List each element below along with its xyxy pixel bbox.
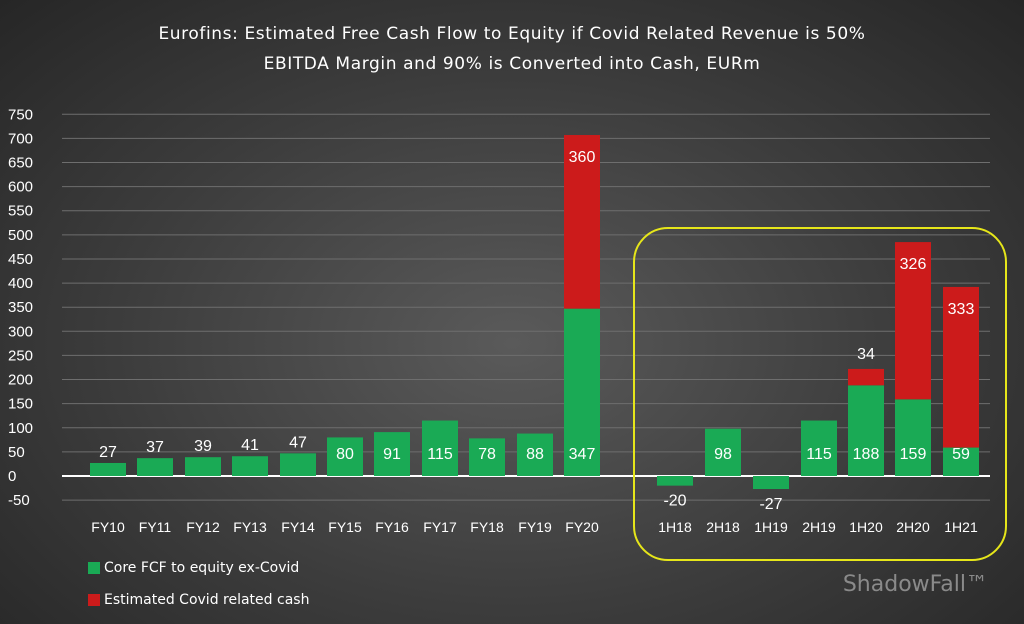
bar-core (327, 437, 363, 476)
data-label-core: 98 (714, 446, 732, 463)
bar-covid (895, 242, 931, 400)
bar-covid (943, 286, 979, 448)
bar-core (280, 453, 316, 476)
bar-covid (564, 135, 600, 309)
highlight-box (633, 227, 1007, 561)
x-tick-label: 1H21 (944, 519, 978, 535)
y-tick-label: 600 (8, 179, 33, 196)
x-tick-label: FY14 (281, 519, 315, 535)
bar-core (374, 432, 410, 476)
data-label-core: -20 (663, 493, 686, 510)
y-tick-label: 150 (8, 396, 33, 413)
y-tick-label: 650 (8, 155, 33, 172)
data-label-core: 37 (146, 439, 164, 456)
y-tick-label: 400 (8, 275, 33, 292)
x-tick-label: FY13 (233, 519, 267, 535)
y-tick-label: 250 (8, 347, 33, 364)
x-tick-label: 2H18 (706, 519, 740, 535)
y-tick-label: 550 (8, 203, 33, 220)
data-label-core: 347 (569, 446, 596, 463)
y-tick-label: 200 (8, 372, 33, 389)
data-label-core: 27 (99, 444, 117, 461)
y-tick-label: 700 (8, 130, 33, 147)
bar-core (895, 399, 931, 476)
bar-core (137, 458, 173, 476)
y-tick-label: 0 (8, 468, 16, 485)
bar-core (753, 476, 789, 490)
data-label-covid: 326 (900, 256, 927, 273)
data-label-covid: 34 (857, 346, 875, 363)
data-label-core: 39 (194, 438, 212, 455)
x-tick-label: 2H19 (802, 519, 836, 535)
x-tick-label: 2H20 (896, 519, 930, 535)
x-tick-label: 1H19 (754, 519, 788, 535)
data-label-core: 159 (900, 446, 927, 463)
data-label-core: 59 (952, 446, 970, 463)
y-tick-label: -50 (8, 492, 30, 509)
chart-subtitle: EBITDA Margin and 90% is Converted into … (263, 54, 761, 74)
bar-core (943, 447, 979, 476)
bar-core (90, 462, 126, 476)
x-tick-label: FY17 (423, 519, 457, 535)
y-tick-label: 100 (8, 420, 33, 437)
x-tick-label: FY19 (518, 519, 552, 535)
x-tick-label: FY18 (470, 519, 504, 535)
x-tick-label: 1H20 (849, 519, 883, 535)
data-label-core: 115 (427, 446, 453, 463)
x-tick-label: FY20 (565, 519, 599, 535)
x-tick-label: FY15 (328, 519, 362, 535)
y-tick-label: 450 (8, 251, 33, 268)
legend-swatch-covid (88, 594, 100, 606)
bar-core (848, 385, 884, 476)
data-label-core: 78 (478, 446, 496, 463)
y-tick-label: 350 (8, 299, 33, 316)
bar-core (232, 456, 268, 476)
bar-core (657, 476, 693, 486)
bar-core (705, 428, 741, 476)
data-label-core: 80 (336, 446, 354, 463)
data-label-core: 88 (526, 446, 544, 463)
bar-core (564, 308, 600, 476)
y-tick-label: 300 (8, 323, 33, 340)
data-label-core: 188 (853, 446, 880, 463)
x-tick-label: FY10 (91, 519, 125, 535)
legend-item-core: Core FCF to equity ex-Covid (88, 560, 299, 576)
watermark-logo: ShadowFall™ (842, 572, 988, 597)
bar-core (801, 420, 837, 476)
data-label-core: 47 (289, 434, 307, 451)
y-tick-label: 50 (8, 444, 25, 461)
bar-core (185, 457, 221, 476)
x-tick-label: FY12 (186, 519, 220, 535)
y-tick-label: 500 (8, 227, 33, 244)
x-tick-label: FY16 (375, 519, 409, 535)
data-label-covid: 360 (569, 149, 596, 166)
y-tick-label: 750 (8, 106, 33, 123)
data-label-core: 115 (806, 446, 832, 463)
bar-covid (848, 368, 884, 386)
data-label-core: 91 (383, 446, 401, 463)
legend-item-covid: Estimated Covid related cash (88, 592, 309, 608)
bar-core (469, 438, 505, 476)
data-label-core: 41 (241, 437, 259, 454)
data-label-covid: 333 (948, 301, 975, 318)
x-tick-label: 1H18 (658, 519, 692, 535)
data-label-core: -27 (759, 496, 782, 513)
chart-title: Eurofins: Estimated Free Cash Flow to Eq… (158, 24, 866, 44)
bar-core (422, 420, 458, 476)
legend-label-core: Core FCF to equity ex-Covid (104, 560, 300, 576)
legend-swatch-core (88, 562, 100, 574)
x-tick-label: FY11 (139, 519, 172, 535)
bar-core (517, 433, 553, 476)
legend-label-covid: Estimated Covid related cash (104, 592, 310, 608)
